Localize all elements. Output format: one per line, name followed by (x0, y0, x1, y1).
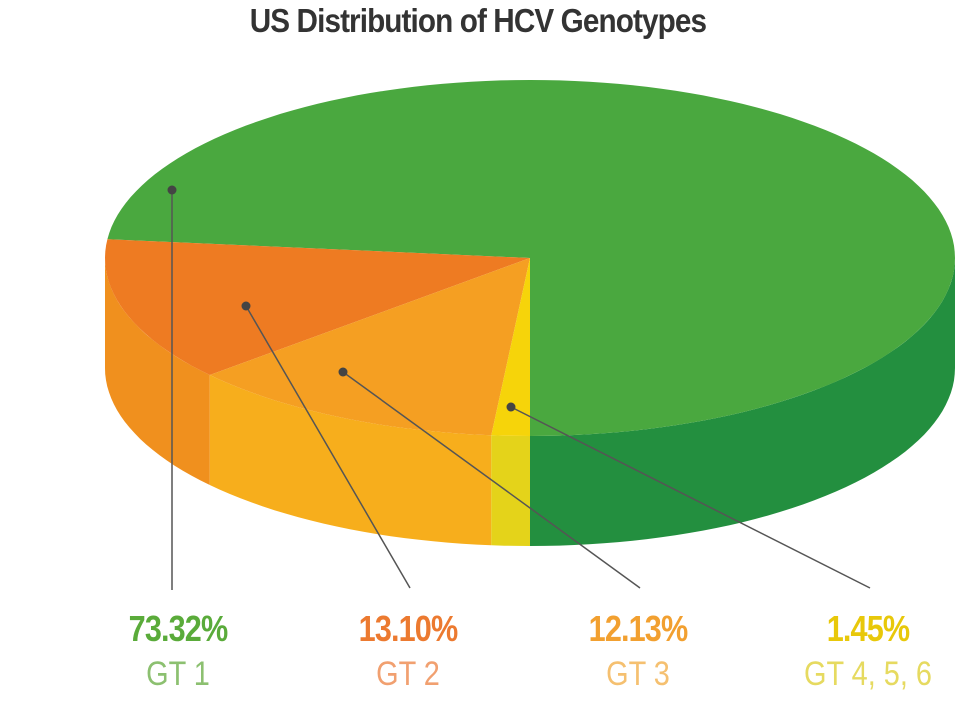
leader-dot-4 (506, 402, 516, 412)
data-label-value: 73.32% (128, 608, 229, 649)
slice-side-3 (209, 375, 492, 546)
slice-top-4 (491, 258, 530, 436)
leader-line-3 (342, 371, 641, 589)
slice-top-2 (105, 239, 530, 375)
slice-side-4 (491, 435, 530, 546)
data-label-value: 13.10% (358, 608, 459, 649)
data-label-name: GT 3 (606, 655, 670, 693)
data-label-value: 12.13% (588, 608, 689, 649)
leader-dot-3 (338, 367, 348, 377)
slice-top-3 (209, 258, 531, 436)
slice-side-1 (530, 258, 955, 546)
slice-top-1 (107, 80, 955, 436)
chart-title: US Distribution of HCV Genotypes (249, 2, 707, 39)
slice-side-2 (105, 258, 210, 485)
leader-line-2 (245, 305, 411, 589)
data-label-name: GT 4, 5, 6 (804, 655, 932, 693)
leader-dot-1 (167, 185, 177, 195)
leader-line-4 (510, 406, 871, 589)
data-label-value: 1.45% (826, 608, 910, 649)
data-label-name: GT 1 (146, 655, 210, 693)
data-label-name: GT 2 (376, 655, 440, 693)
leader-dot-2 (241, 301, 251, 311)
